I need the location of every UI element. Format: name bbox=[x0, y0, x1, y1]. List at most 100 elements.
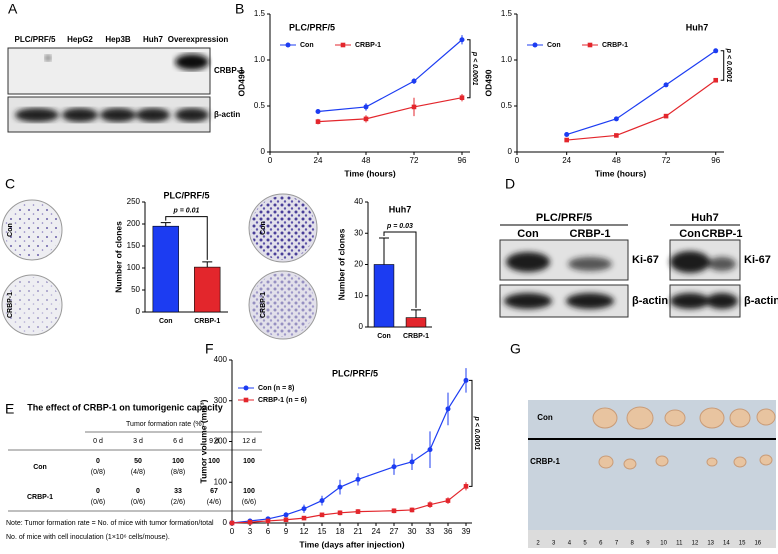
error-bar bbox=[160, 222, 171, 227]
y-tick-label: 250 bbox=[127, 197, 141, 206]
y-tick-label: 1.0 bbox=[254, 55, 266, 64]
cell-count: (8/8) bbox=[171, 469, 185, 476]
y-tick-label: 400 bbox=[214, 355, 228, 364]
y-tick-label: 0.5 bbox=[501, 101, 513, 110]
point bbox=[319, 512, 325, 518]
ruler-number: 13 bbox=[707, 541, 714, 547]
lane-label: HepG2 bbox=[67, 35, 93, 44]
y-tick-label: 30 bbox=[354, 228, 363, 237]
cell-count: (4/8) bbox=[131, 469, 145, 476]
lane-label: PLC/PRF/5 bbox=[15, 35, 56, 44]
ruler-number: 10 bbox=[660, 541, 667, 547]
point bbox=[564, 132, 570, 138]
ruler-number: 16 bbox=[754, 541, 761, 547]
panel-label: E bbox=[5, 401, 14, 417]
bracket bbox=[165, 216, 208, 260]
ruler-number: 8 bbox=[631, 541, 635, 547]
band bbox=[45, 55, 51, 61]
point bbox=[445, 406, 451, 412]
x-axis-label: Time (days after injection) bbox=[299, 539, 404, 549]
series-line bbox=[566, 50, 717, 136]
ruler-number: 12 bbox=[692, 541, 699, 547]
point bbox=[355, 476, 361, 482]
point bbox=[463, 484, 469, 489]
x-tick-label: CRBP-1 bbox=[194, 318, 220, 325]
cell-rate: 67 bbox=[210, 488, 218, 495]
y-tick-label: 0 bbox=[359, 322, 364, 331]
x-tick-label: 24 bbox=[372, 527, 381, 536]
error-bar bbox=[379, 237, 389, 265]
series-line bbox=[317, 97, 463, 123]
point bbox=[283, 512, 289, 518]
point bbox=[315, 109, 321, 115]
y-axis-label: Number of clones bbox=[336, 228, 346, 300]
chart-title: Huh7 bbox=[389, 204, 412, 214]
y-axis-label: Tumor volume (mm³) bbox=[198, 399, 208, 483]
point bbox=[391, 508, 397, 514]
blot-title: Huh7 bbox=[691, 212, 719, 224]
ruler-number: 5 bbox=[583, 541, 587, 547]
x-tick-label: 72 bbox=[410, 156, 419, 165]
y-tick-label: 1.0 bbox=[501, 55, 513, 64]
point bbox=[459, 37, 465, 43]
point bbox=[355, 509, 361, 514]
point bbox=[363, 104, 369, 110]
y-tick-label: 1.5 bbox=[254, 9, 266, 18]
chart-title: PLC/PRF/5 bbox=[163, 190, 209, 200]
x-tick-label: 15 bbox=[318, 527, 327, 536]
x-tick-label: 27 bbox=[390, 527, 399, 536]
x-tick-label: 3 bbox=[248, 527, 253, 536]
annotation: p < 0.0001 bbox=[725, 48, 732, 83]
y-tick-label: 40 bbox=[354, 197, 363, 206]
legend-label: Con bbox=[300, 42, 314, 49]
point bbox=[315, 119, 321, 124]
point bbox=[301, 506, 307, 512]
y-tick-label: 20 bbox=[354, 260, 363, 269]
col-header: 0 d bbox=[93, 438, 103, 445]
lane-label: CRBP-1 bbox=[702, 228, 743, 240]
y-tick-label: 0 bbox=[136, 307, 141, 316]
legend-marker bbox=[587, 42, 593, 48]
point bbox=[301, 515, 307, 521]
lane-label: Overexpression bbox=[168, 35, 229, 44]
note: Note: Tumor formation rate = No. of mice… bbox=[6, 520, 214, 527]
row-label: CRBP-1 bbox=[7, 292, 14, 318]
legend-marker bbox=[243, 385, 249, 391]
legend-label: CRBP-1 (n = 6) bbox=[258, 397, 307, 404]
cell-count: (4/6) bbox=[207, 499, 221, 506]
cell-rate: 0 bbox=[96, 488, 100, 495]
row-label: Con bbox=[7, 223, 14, 237]
cell-count: (0/6) bbox=[131, 499, 145, 506]
legend-marker bbox=[340, 42, 346, 48]
x-tick-label: 72 bbox=[662, 156, 671, 165]
x-tick-label: CRBP-1 bbox=[403, 333, 429, 340]
annotation: p = 0.01 bbox=[173, 208, 200, 215]
band-label: CRBP-1 bbox=[214, 66, 244, 75]
x-tick-label: 0 bbox=[515, 156, 520, 165]
y-axis-label: Number of clones bbox=[113, 221, 123, 293]
x-tick-label: 33 bbox=[426, 527, 435, 536]
cell-count: (6/6) bbox=[242, 499, 256, 506]
cell-count: (0/8) bbox=[91, 469, 105, 476]
band bbox=[175, 54, 209, 70]
point bbox=[663, 82, 669, 88]
y-axis-label: OD490 bbox=[236, 69, 246, 96]
blot-title: PLC/PRF/5 bbox=[536, 212, 592, 224]
row-label: Con bbox=[260, 221, 267, 235]
error-bar bbox=[411, 309, 421, 318]
y-tick-label: 100 bbox=[214, 477, 228, 486]
y-tick-label: 50 bbox=[131, 285, 140, 294]
legend-marker bbox=[243, 397, 249, 403]
point bbox=[229, 520, 235, 526]
band-label: β-actin bbox=[744, 295, 778, 307]
x-tick-label: 0 bbox=[268, 156, 273, 165]
row-label: CRBP-1 bbox=[530, 457, 560, 466]
point bbox=[427, 447, 433, 453]
x-tick-label: 24 bbox=[562, 156, 571, 165]
point bbox=[409, 507, 415, 513]
x-axis-label: Time (hours) bbox=[595, 168, 646, 178]
panel-label: A bbox=[8, 1, 18, 17]
tumor-photo bbox=[528, 400, 776, 548]
ruler-number: 15 bbox=[739, 541, 746, 547]
table-header: Tumor formation rate (%) bbox=[126, 421, 204, 428]
